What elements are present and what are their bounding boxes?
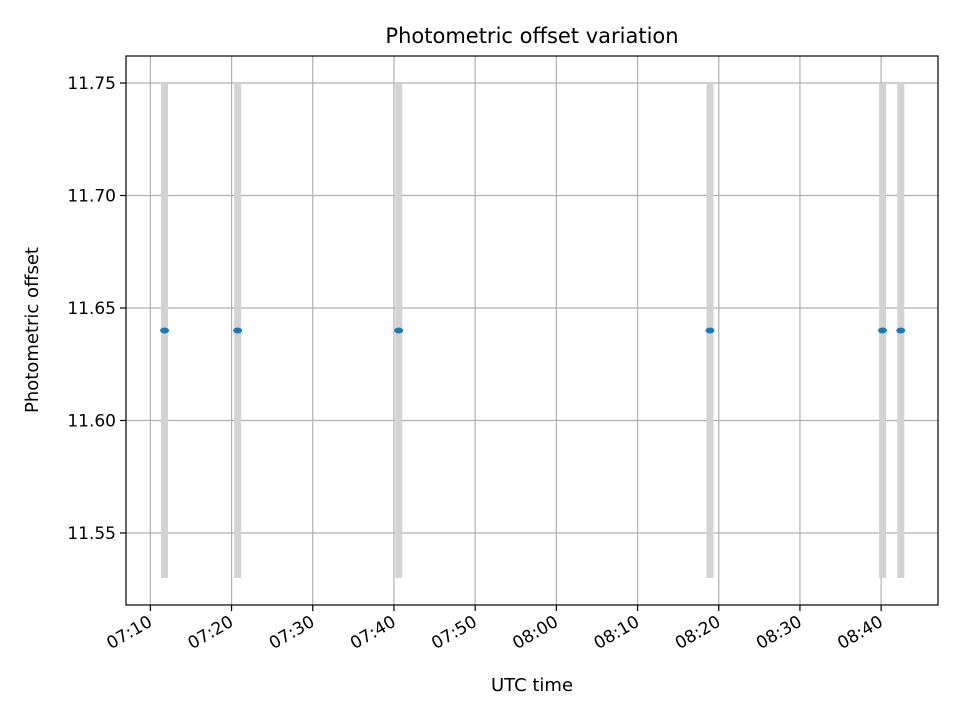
chart-title: Photometric offset variation [385, 24, 678, 48]
y-axis-ticks: 11.55 11.60 11.65 11.70 11.75 [67, 74, 126, 544]
data-point [233, 327, 243, 334]
y-axis-title: Photometric offset [22, 247, 43, 413]
data-point [878, 327, 888, 334]
x-axis-title: UTC time [491, 675, 573, 696]
y-tick-label: 11.55 [67, 524, 116, 544]
data-point [896, 327, 906, 334]
y-tick-label: 11.70 [67, 187, 116, 207]
y-tick-label: 11.60 [67, 412, 116, 432]
y-tick-label: 11.75 [67, 74, 116, 94]
data-point [394, 327, 404, 334]
data-points [160, 327, 906, 334]
data-point [705, 327, 715, 334]
plot-frame [125, 55, 939, 606]
data-point [160, 327, 170, 334]
y-tick-label: 11.65 [67, 299, 116, 319]
